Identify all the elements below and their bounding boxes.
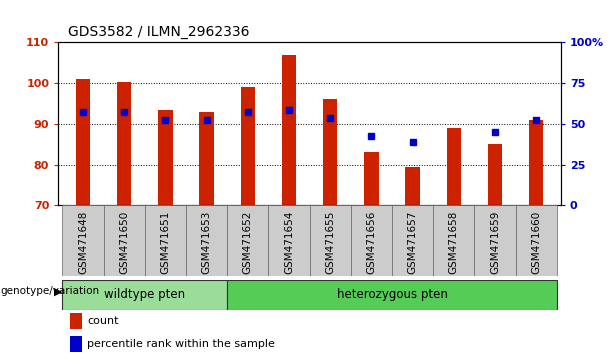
Bar [186,205,227,276]
Bar [516,205,557,276]
Text: percentile rank within the sample: percentile rank within the sample [87,339,275,349]
Text: wildtype pten: wildtype pten [104,288,185,301]
Text: GSM471651: GSM471651 [161,211,170,274]
Bar [240,87,255,205]
Text: GDS3582 / ILMN_2962336: GDS3582 / ILMN_2962336 [68,25,249,39]
Bar [76,79,90,205]
Bar [117,82,131,205]
Text: GSM471655: GSM471655 [325,211,335,274]
Text: GSM471652: GSM471652 [243,211,253,274]
Text: GSM471660: GSM471660 [531,211,541,274]
Text: GSM471656: GSM471656 [367,211,376,274]
Bar [63,205,104,276]
Bar [392,205,433,276]
Bar [145,205,186,276]
Bar [104,205,145,276]
Text: heterozygous pten: heterozygous pten [337,288,447,301]
Text: GSM471654: GSM471654 [284,211,294,274]
Bar [70,313,82,329]
Bar [529,120,543,205]
Text: GSM471653: GSM471653 [202,211,211,274]
Bar [227,205,268,276]
Text: count: count [87,316,118,326]
Bar [282,55,296,205]
Text: GSM471657: GSM471657 [408,211,417,274]
Text: genotype/variation: genotype/variation [0,286,99,296]
Bar [199,112,214,205]
Bar [63,280,227,310]
Text: GSM471659: GSM471659 [490,211,500,274]
Bar [323,99,337,205]
Bar [351,205,392,276]
Bar [488,144,502,205]
Bar [446,128,461,205]
Text: GSM471650: GSM471650 [119,211,129,274]
Bar [70,336,82,352]
Bar [364,152,379,205]
Bar [405,167,420,205]
Text: GSM471658: GSM471658 [449,211,459,274]
Bar [268,205,310,276]
Bar [310,205,351,276]
Bar [158,110,173,205]
Text: ▶: ▶ [54,286,63,296]
Text: GSM471648: GSM471648 [78,211,88,274]
Bar [433,205,474,276]
Bar [227,280,557,310]
Bar [474,205,516,276]
